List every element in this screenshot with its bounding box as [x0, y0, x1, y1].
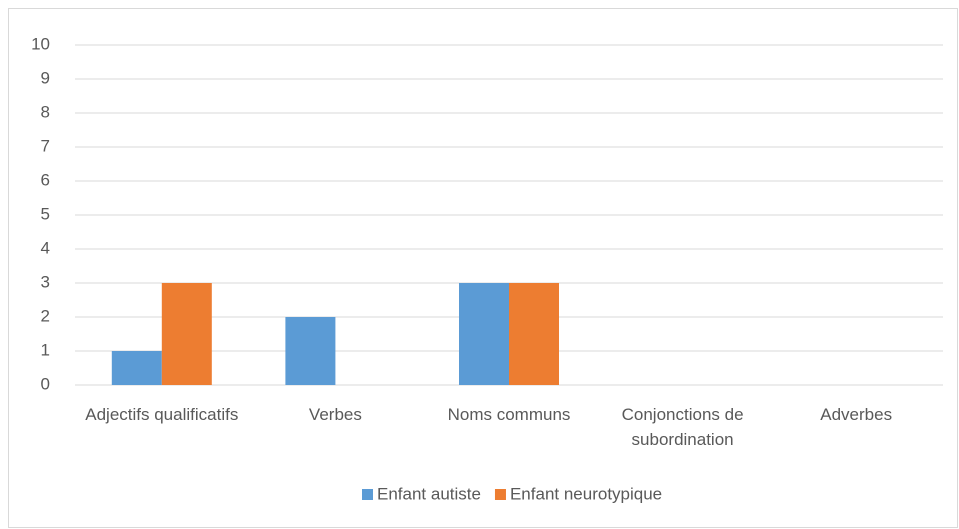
bar — [111, 351, 162, 385]
y-tick-label: 3 — [41, 272, 50, 291]
y-tick-label: 9 — [41, 68, 50, 87]
y-tick-label: 1 — [41, 340, 50, 359]
y-tick-label: 7 — [41, 136, 50, 155]
y-tick-label: 6 — [41, 170, 50, 189]
bar — [459, 283, 509, 385]
bar — [509, 283, 559, 385]
x-tick-label: Conjonctions de subordination — [621, 405, 744, 449]
legend-label: Enfant autiste — [377, 484, 481, 503]
legend-label: Enfant neurotypique — [510, 484, 662, 503]
y-tick-label: 4 — [41, 238, 50, 257]
legend-swatch — [494, 489, 506, 500]
y-tick-label: 5 — [41, 204, 50, 223]
legend-swatch — [362, 489, 373, 500]
x-tick-label: Adjectifs qualificatifs — [85, 405, 239, 424]
chart-border — [8, 8, 958, 528]
y-tick-label: 0 — [41, 374, 50, 393]
y-tick-label: 2 — [41, 306, 50, 325]
y-tick-label: 10 — [31, 34, 50, 53]
x-tick-label: Noms communs — [447, 405, 571, 424]
x-tick-label: Adverbes — [820, 405, 893, 424]
bar — [161, 283, 212, 385]
x-tick-label: Verbes — [308, 405, 362, 424]
y-tick-label: 8 — [41, 102, 50, 121]
bar — [285, 317, 336, 385]
